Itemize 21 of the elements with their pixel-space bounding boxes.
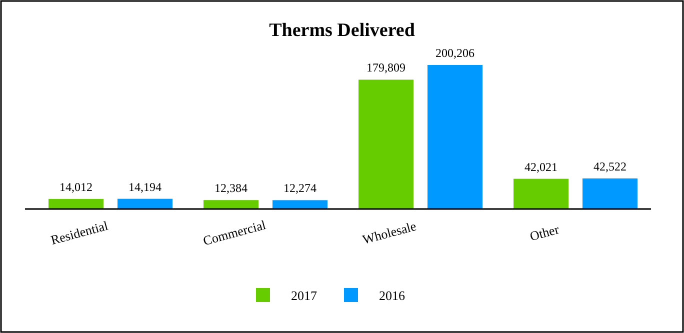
legend-label: 2017 xyxy=(291,288,318,303)
bar xyxy=(48,198,104,209)
data-label: 12,384 xyxy=(214,181,248,196)
bar xyxy=(514,178,568,209)
legend-label: 2016 xyxy=(379,288,406,303)
data-label: 14,012 xyxy=(60,180,92,194)
data-label: 14,194 xyxy=(128,180,162,194)
bar xyxy=(204,200,258,209)
data-label: 200,206 xyxy=(436,46,474,60)
x-tick-label: Other xyxy=(528,221,562,244)
data-label: 12,274 xyxy=(284,181,316,196)
bar xyxy=(582,178,638,209)
data-label: 42,522 xyxy=(594,159,626,174)
bar xyxy=(118,198,172,209)
x-tick-label: Wholesale xyxy=(360,218,418,247)
bar xyxy=(428,65,482,209)
chart-title: Therms Delivered xyxy=(269,20,416,41)
data-label: 179,809 xyxy=(366,60,406,75)
bar xyxy=(272,200,328,209)
bar xyxy=(358,80,414,209)
data-label: 42,021 xyxy=(524,160,558,174)
